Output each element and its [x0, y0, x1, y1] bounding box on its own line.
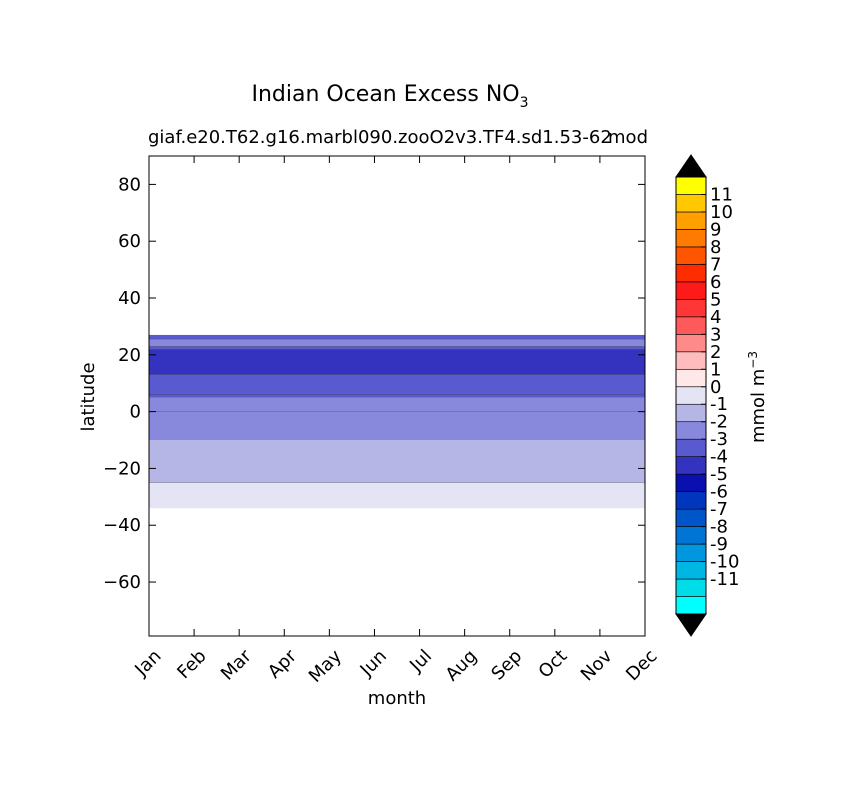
y-tick-label: 40	[118, 288, 141, 309]
colorbar-frame	[675, 176, 707, 615]
x-tick-label: Nov	[577, 645, 617, 685]
y-tick-label: 20	[118, 345, 141, 366]
colorbar-tick-label: 1	[710, 359, 721, 380]
colorbar-extend-min	[675, 613, 707, 637]
colorbar-tick-label: -6	[710, 482, 728, 503]
colorbar-tick-label: 8	[710, 237, 721, 258]
colorbar-segment	[675, 316, 707, 335]
y-axis: 80 60 40 20 0 −20 −40 −60	[103, 174, 645, 593]
x-tick-label: Mar	[217, 645, 256, 684]
colorbar-segment	[675, 211, 707, 230]
colorbar-segment	[675, 491, 707, 510]
colorbar-tick-label: -9	[710, 534, 728, 555]
contour-band	[149, 339, 645, 347]
colorbar-tick-label: -5	[710, 464, 728, 485]
contour-band	[149, 346, 645, 350]
contour-band	[149, 349, 645, 375]
contour-band	[149, 374, 645, 398]
colorbar-segment	[675, 334, 707, 353]
colorbar-segment	[675, 386, 707, 405]
chart-title: Indian Ocean Excess NO3	[251, 82, 528, 111]
chart-subtitle-right: mod	[608, 127, 648, 148]
y-axis-label: latitude	[78, 362, 99, 431]
colorbar-segment	[675, 229, 707, 248]
chart-subtitle-left: giaf.e20.T62.g16.marbl090.zooO2v3.TF4.sd…	[148, 127, 612, 148]
colorbar-tick-label: 10	[710, 202, 733, 223]
plot-area	[149, 334, 645, 509]
colorbar-tick-label: 0	[710, 377, 721, 398]
colorbar-segment	[675, 421, 707, 440]
colorbar-tick-label: -7	[710, 499, 728, 520]
chart-title-subscript: 3	[520, 95, 529, 111]
colorbar-segment	[675, 264, 707, 283]
colorbar-tick-label: -2	[710, 412, 728, 433]
colorbar-segment	[675, 351, 707, 370]
colorbar-tick-label: 6	[710, 272, 721, 293]
colorbar-tick-label: -3	[710, 429, 728, 450]
plot-frame	[148, 155, 646, 637]
colorbar-segment	[675, 403, 707, 423]
colorbar-tick-label: 3	[710, 324, 721, 345]
colorbar-tick-label: -11	[710, 569, 739, 590]
colorbar-tick-label: 11	[710, 184, 733, 205]
colorbar-extend-max	[675, 154, 707, 178]
colorbar-tick-label: 7	[710, 254, 721, 275]
colorbar-tick-label: -1	[710, 394, 728, 415]
x-tick-label: Jun	[356, 646, 391, 681]
y-tick-label: 0	[130, 402, 141, 423]
colorbar-segment	[675, 508, 707, 527]
colorbar-segment	[675, 246, 707, 265]
colorbar-segment	[675, 526, 707, 545]
x-tick-label: Aug	[442, 646, 482, 686]
colorbar-segment	[675, 368, 707, 388]
colorbar-segment	[675, 561, 707, 580]
colorbar-segment	[675, 281, 707, 300]
x-tick-label: Feb	[173, 646, 210, 683]
colorbar-segment	[675, 299, 707, 318]
x-axis-label: month	[368, 688, 426, 709]
colorbar-tick-label: 9	[710, 219, 721, 240]
contour-band	[149, 479, 645, 509]
colorbar-segment	[675, 194, 707, 213]
colorbar-tick-label: -10	[710, 552, 739, 573]
y-tick-label: −40	[103, 515, 141, 536]
colorbar-label: mmol m−3	[746, 351, 769, 443]
colorbar-tick-label: -4	[710, 447, 728, 468]
colorbar-segment	[675, 438, 707, 457]
y-tick-label: 80	[118, 174, 141, 195]
colorbar-segment	[675, 596, 707, 615]
x-tick-label: Oct	[535, 646, 572, 683]
x-tick-label: May	[305, 645, 346, 686]
x-tick-label: Jan	[130, 646, 165, 681]
contour-band	[149, 394, 645, 441]
y-tick-label: 60	[118, 231, 141, 252]
colorbar-segment	[675, 456, 707, 475]
colorbar-segment	[675, 473, 707, 492]
y-tick-label: −20	[103, 458, 141, 479]
colorbar-label-exponent: −3	[746, 351, 760, 369]
x-tick-label: Apr	[264, 645, 301, 682]
colorbar-tick-label: -8	[710, 517, 728, 538]
contour-band	[149, 334, 645, 340]
y-tick-label: −60	[103, 572, 141, 593]
colorbar-segment	[675, 578, 707, 597]
colorbar-tick-label: 5	[710, 289, 721, 310]
x-tick-label: Jul	[405, 646, 436, 677]
colorbar-segment	[675, 543, 707, 562]
colorbar-tick-label: 2	[710, 342, 721, 363]
colorbar-segment	[675, 176, 707, 195]
x-tick-label: Dec	[622, 646, 661, 685]
colorbar-tick-label: 4	[710, 307, 721, 328]
x-tick-label: Sep	[487, 646, 526, 685]
